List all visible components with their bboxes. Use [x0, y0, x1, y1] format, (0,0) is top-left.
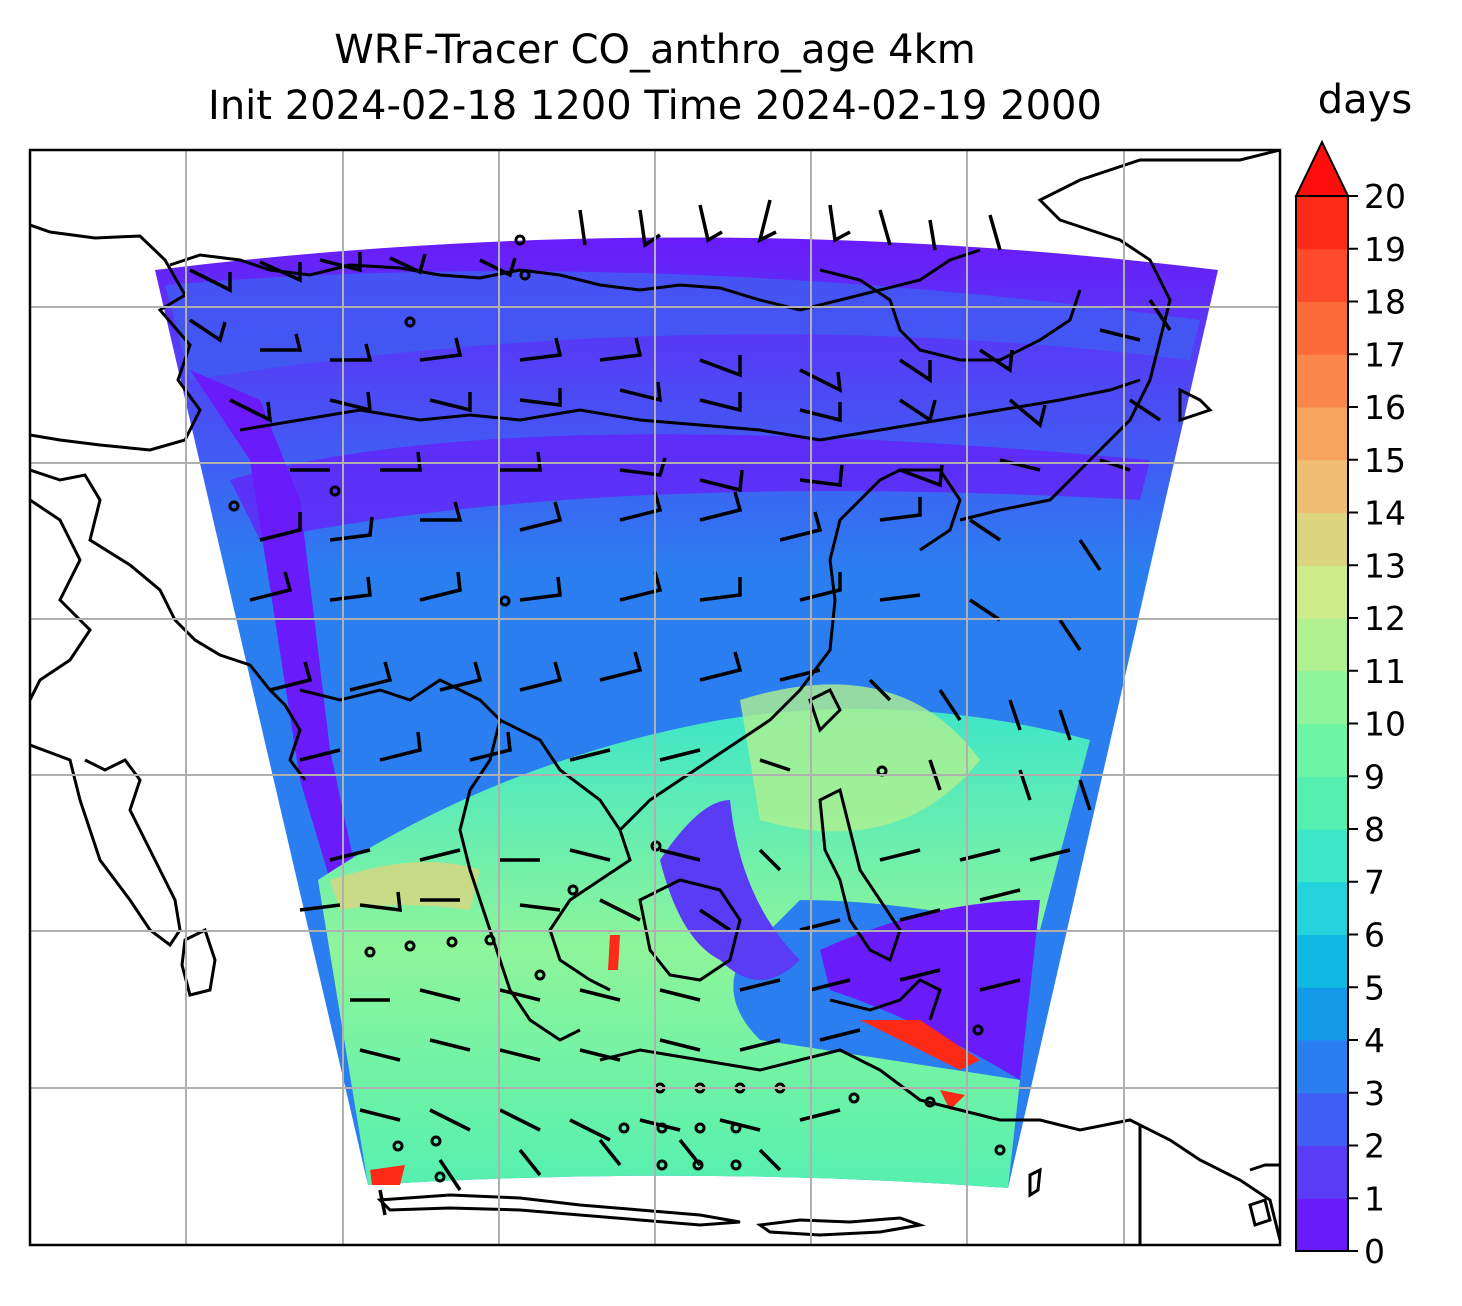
colorbar-tick-label: 12 — [1364, 599, 1406, 638]
aged-plume — [330, 862, 480, 910]
low-age-band-west — [190, 370, 360, 890]
colorbar-tick-label: 2 — [1364, 1127, 1385, 1166]
colorbar-segment — [1296, 248, 1348, 302]
colorbar-tick-label: 4 — [1364, 1021, 1385, 1060]
colorbar-segment — [1296, 512, 1348, 566]
map-axes-content — [30, 150, 1280, 1245]
colorbar-segment — [1296, 1040, 1348, 1094]
colorbar-segment — [1296, 301, 1348, 355]
colorbar-tick-label: 18 — [1364, 283, 1406, 322]
colorbar-segment — [1296, 1145, 1348, 1199]
map-title-line1: WRF-Tracer CO_anthro_age 4km — [334, 27, 976, 73]
low-age-band-mid — [230, 434, 1150, 540]
colorbar-tick-label: 6 — [1364, 916, 1385, 955]
calm-wind-circles — [228, 234, 1006, 1183]
map-frame — [28, 148, 1282, 1247]
map-title-line2: Init 2024-02-18 1200 Time 2024-02-19 200… — [208, 83, 1102, 129]
colorbar-segment — [1296, 670, 1348, 724]
colorbar-tick-label: 0 — [1364, 1232, 1385, 1271]
colorbar-tick-label: 14 — [1364, 494, 1406, 533]
colorbar-tick-label: 5 — [1364, 968, 1385, 1007]
high-age-spot-2 — [608, 935, 620, 970]
colorbar-segment — [1296, 934, 1348, 988]
low-age-band-north — [165, 271, 1200, 380]
high-age-core — [740, 684, 980, 832]
colorbar-tick-label: 10 — [1364, 705, 1406, 744]
colorbar-tick-label: 7 — [1364, 863, 1385, 902]
colorbar-tick-label: 9 — [1364, 757, 1385, 796]
high-age-spot-1 — [860, 1020, 980, 1070]
colorbar-segment — [1296, 776, 1348, 830]
colorbar-segment — [1296, 354, 1348, 408]
colorbar-tick-label: 11 — [1364, 652, 1406, 691]
colorbar-segment — [1296, 1092, 1348, 1146]
colorbar-segment — [1296, 618, 1348, 672]
colorbar-segment — [1296, 829, 1348, 883]
low-age-pool-southeast — [820, 900, 1040, 1080]
low-age-tongue — [660, 800, 800, 980]
colorbar-segment — [1296, 987, 1348, 1041]
colorbar-tick-label: 15 — [1364, 441, 1406, 480]
colorbar-tick-label: 20 — [1364, 177, 1406, 216]
colorbar-segment — [1296, 196, 1348, 250]
colorbar-segment — [1296, 881, 1348, 935]
colorbar-segment — [1296, 723, 1348, 777]
colorbar-segment — [1296, 565, 1348, 619]
gridlines — [30, 150, 1280, 1245]
colorbar-extend-arrow — [1294, 139, 1350, 197]
colorbar-segment — [1296, 459, 1348, 513]
high-age-spot-4 — [940, 1090, 965, 1110]
high-age-spot-3 — [370, 1165, 405, 1185]
colorbar-unit-label: days — [1317, 77, 1413, 123]
colorbar-tick-label: 3 — [1364, 1074, 1385, 1113]
colorbar-tick-label: 19 — [1364, 230, 1406, 269]
colorbar-tick-label: 17 — [1364, 335, 1406, 374]
colorbar-segment — [1296, 1198, 1348, 1252]
colorbar-tick-label: 13 — [1364, 546, 1406, 585]
colorbar-segments — [1296, 196, 1348, 1252]
colorbar-tick-label: 1 — [1364, 1179, 1385, 1218]
colorbar-tick-label: 8 — [1364, 810, 1385, 849]
colorbar-tick-label: 16 — [1364, 388, 1406, 427]
colorbar-segment — [1296, 407, 1348, 461]
